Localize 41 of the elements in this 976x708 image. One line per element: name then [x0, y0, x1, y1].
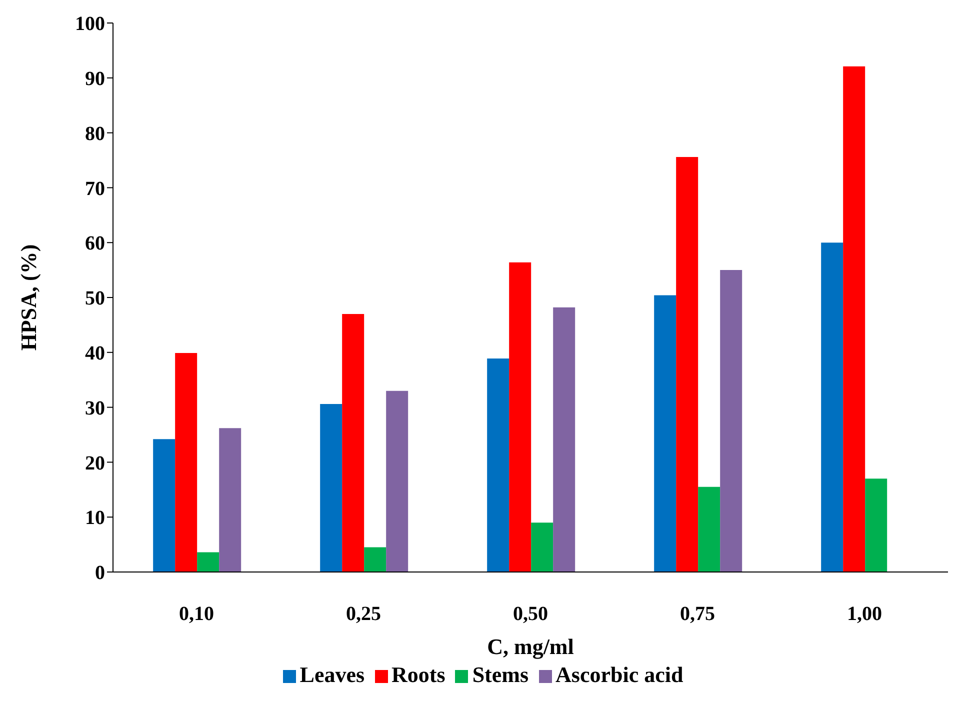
y-tick-label: 50 [85, 288, 105, 310]
bar [654, 295, 676, 572]
bar [175, 352, 198, 572]
bar [843, 66, 866, 572]
y-tick-label: 80 [85, 122, 105, 145]
x-tick-label: 0,75 [680, 603, 715, 626]
bar [342, 314, 364, 572]
bar [821, 242, 844, 572]
y-tick-label: 100 [75, 13, 105, 36]
x-axis-title: C, mg/ml [487, 634, 574, 659]
bar [676, 156, 698, 572]
bar [553, 307, 576, 572]
y-tick-label: 90 [85, 68, 105, 90]
y-tick-label: 40 [85, 342, 105, 364]
bar [531, 522, 554, 572]
y-tick-label: 60 [85, 232, 105, 255]
bar [487, 358, 510, 572]
bar [720, 270, 742, 572]
y-tick-label: 0 [95, 562, 105, 584]
y-tick-label: 20 [85, 452, 105, 474]
legend-label: Ascorbic acid [556, 662, 684, 687]
y-tick-label: 10 [85, 507, 105, 530]
y-tick-label: 30 [85, 397, 105, 420]
legend-label: Stems [472, 662, 529, 687]
x-tick-label: 1,00 [847, 603, 882, 626]
bar [865, 478, 888, 572]
x-tick-label: 0,50 [513, 603, 548, 626]
legend-label: Roots [392, 662, 446, 687]
bar [197, 552, 220, 572]
x-tick-label: 0,25 [346, 603, 381, 626]
x-tick-label: 0,10 [179, 603, 214, 626]
bar [698, 486, 720, 572]
bar [364, 547, 386, 572]
bar [509, 262, 532, 572]
bar [219, 428, 242, 572]
bar [320, 404, 342, 572]
y-tick-label: 70 [85, 178, 105, 200]
legend-label: Leaves [300, 662, 365, 687]
bar [153, 439, 176, 572]
y-axis-title: HPSA, (%) [16, 244, 41, 351]
bar [386, 390, 408, 572]
